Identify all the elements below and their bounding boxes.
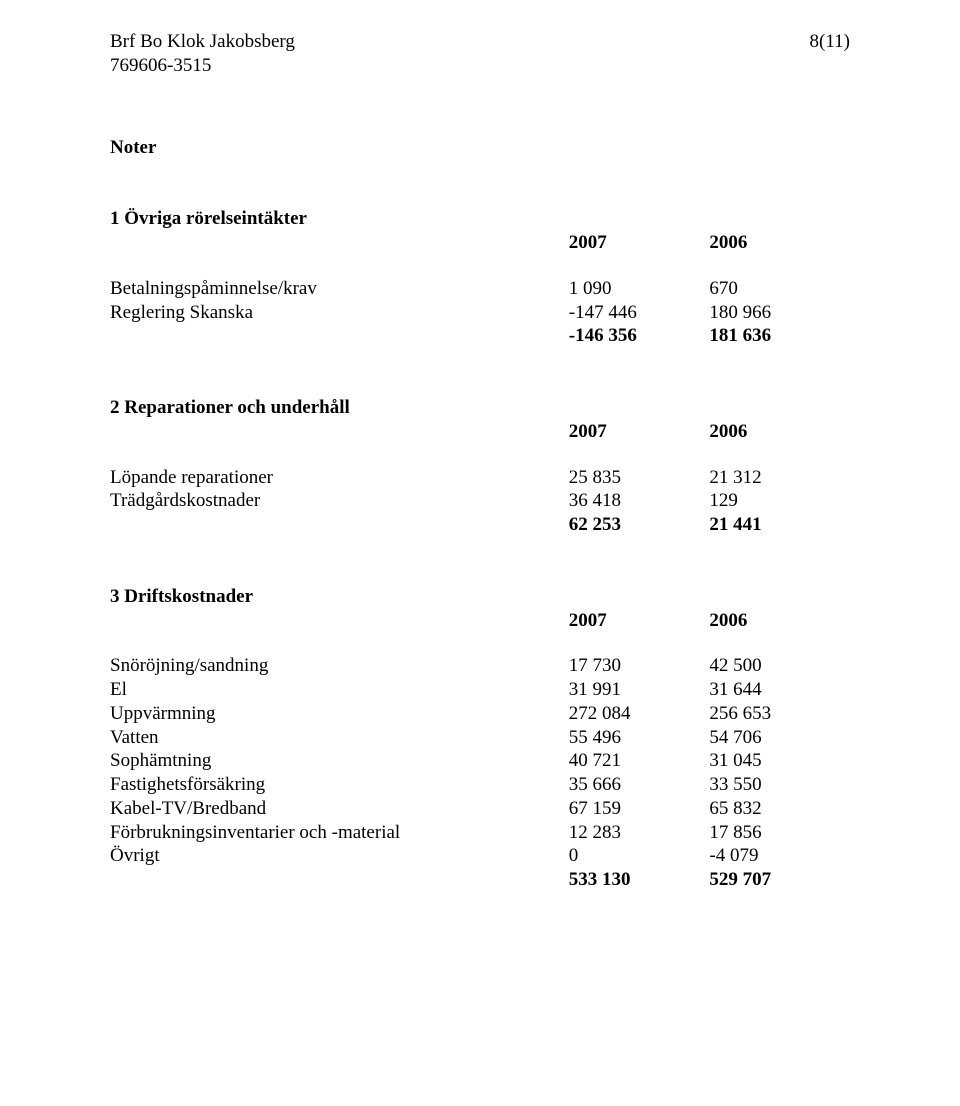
section-1-title: 1 Övriga rörelseintäkter: [110, 207, 850, 231]
row-value-b: 33 550: [709, 773, 850, 797]
header-left: Brf Bo Klok Jakobsberg 769606-3515: [110, 30, 295, 78]
section-1-total-row: -146 356 181 636: [110, 324, 850, 348]
section-3-table: 3 Driftskostnader 2007 2006 Snöröjning/s…: [110, 585, 850, 892]
empty-cell: [110, 420, 569, 444]
row-label: Vatten: [110, 726, 569, 750]
row-value-b: 180 966: [709, 301, 850, 325]
total-a: -146 356: [569, 324, 710, 348]
section-1-year-row: 2007 2006: [110, 231, 850, 255]
section-2-title: 2 Reparationer och underhåll: [110, 396, 850, 420]
row-value-a: 0: [569, 844, 710, 868]
table-row: Sophämtning 40 721 31 045: [110, 749, 850, 773]
row-label: Sophämtning: [110, 749, 569, 773]
row-label: Uppvärmning: [110, 702, 569, 726]
row-value-b: 31 644: [709, 678, 850, 702]
row-value-b: 670: [709, 277, 850, 301]
row-label: El: [110, 678, 569, 702]
row-value-a: 35 666: [569, 773, 710, 797]
section-3-year-row: 2007 2006: [110, 609, 850, 633]
table-row: Uppvärmning 272 084 256 653: [110, 702, 850, 726]
total-a: 62 253: [569, 513, 710, 537]
row-label: Övrigt: [110, 844, 569, 868]
row-value-b: 21 312: [709, 466, 850, 490]
year-col-b: 2006: [709, 609, 850, 633]
row-value-a: -147 446: [569, 301, 710, 325]
total-b: 529 707: [709, 868, 850, 892]
row-value-a: 36 418: [569, 489, 710, 513]
table-row: Snöröjning/sandning 17 730 42 500: [110, 654, 850, 678]
section-1-title-row: 1 Övriga rörelseintäkter: [110, 207, 850, 231]
row-value-a: 67 159: [569, 797, 710, 821]
empty-cell: [110, 609, 569, 633]
empty-cell: [110, 513, 569, 537]
year-col-a: 2007: [569, 231, 710, 255]
section-2-year-row: 2007 2006: [110, 420, 850, 444]
row-label: Reglering Skanska: [110, 301, 569, 325]
total-b: 21 441: [709, 513, 850, 537]
year-col-b: 2006: [709, 231, 850, 255]
org-name: Brf Bo Klok Jakobsberg: [110, 30, 295, 54]
row-value-b: 54 706: [709, 726, 850, 750]
table-row: Reglering Skanska -147 446 180 966: [110, 301, 850, 325]
row-label: Trädgårdskostnader: [110, 489, 569, 513]
table-row: Vatten 55 496 54 706: [110, 726, 850, 750]
row-value-b: 256 653: [709, 702, 850, 726]
total-b: 181 636: [709, 324, 850, 348]
org-number: 769606-3515: [110, 54, 295, 78]
row-value-b: 31 045: [709, 749, 850, 773]
page-header: Brf Bo Klok Jakobsberg 769606-3515 8(11): [110, 30, 850, 78]
row-value-a: 25 835: [569, 466, 710, 490]
page-number: 8(11): [810, 30, 850, 54]
row-value-a: 31 991: [569, 678, 710, 702]
table-row: Fastighetsförsäkring 35 666 33 550: [110, 773, 850, 797]
total-a: 533 130: [569, 868, 710, 892]
row-value-a: 17 730: [569, 654, 710, 678]
table-row: Kabel-TV/Bredband 67 159 65 832: [110, 797, 850, 821]
row-value-a: 12 283: [569, 821, 710, 845]
row-label: Förbrukningsinventarier och -material: [110, 821, 569, 845]
table-row: Betalningspåminnelse/krav 1 090 670: [110, 277, 850, 301]
table-row: Trädgårdskostnader 36 418 129: [110, 489, 850, 513]
empty-cell: [110, 324, 569, 348]
row-label: Betalningspåminnelse/krav: [110, 277, 569, 301]
empty-cell: [110, 868, 569, 892]
empty-cell: [110, 231, 569, 255]
row-value-b: -4 079: [709, 844, 850, 868]
row-label: Löpande reparationer: [110, 466, 569, 490]
row-value-a: 272 084: [569, 702, 710, 726]
table-row: Förbrukningsinventarier och -material 12…: [110, 821, 850, 845]
table-row: Löpande reparationer 25 835 21 312: [110, 466, 850, 490]
year-col-a: 2007: [569, 609, 710, 633]
section-1-table: 1 Övriga rörelseintäkter 2007 2006 Betal…: [110, 207, 850, 348]
table-row: Övrigt 0 -4 079: [110, 844, 850, 868]
row-label: Kabel-TV/Bredband: [110, 797, 569, 821]
section-3-title-row: 3 Driftskostnader: [110, 585, 850, 609]
noter-title: Noter: [110, 136, 850, 160]
row-value-a: 40 721: [569, 749, 710, 773]
row-value-b: 65 832: [709, 797, 850, 821]
row-label: Fastighetsförsäkring: [110, 773, 569, 797]
row-value-a: 1 090: [569, 277, 710, 301]
row-value-a: 55 496: [569, 726, 710, 750]
row-value-b: 17 856: [709, 821, 850, 845]
year-col-b: 2006: [709, 420, 850, 444]
row-value-b: 42 500: [709, 654, 850, 678]
year-col-a: 2007: [569, 420, 710, 444]
section-2-title-row: 2 Reparationer och underhåll: [110, 396, 850, 420]
row-label: Snöröjning/sandning: [110, 654, 569, 678]
section-2-total-row: 62 253 21 441: [110, 513, 850, 537]
section-3-total-row: 533 130 529 707: [110, 868, 850, 892]
section-2-table: 2 Reparationer och underhåll 2007 2006 L…: [110, 396, 850, 537]
row-value-b: 129: [709, 489, 850, 513]
table-row: El 31 991 31 644: [110, 678, 850, 702]
section-3-title: 3 Driftskostnader: [110, 585, 850, 609]
